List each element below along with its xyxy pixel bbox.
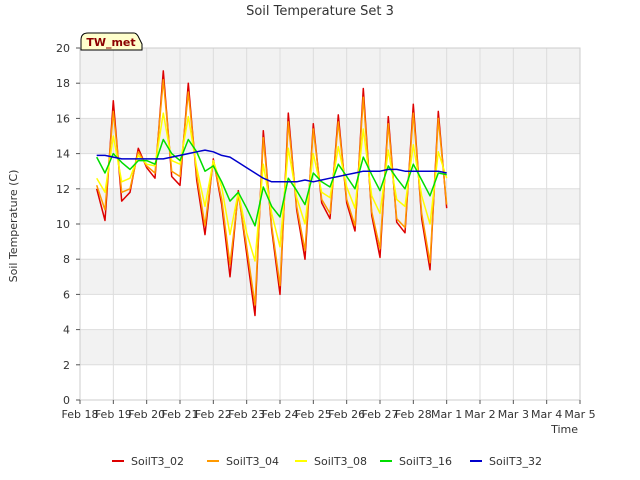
- x-tick-label: Feb 22: [195, 408, 232, 421]
- legend-label: SoilT3_16: [399, 455, 452, 468]
- plot-band: [80, 364, 580, 400]
- legend-item-soilt3_04: SoilT3_04: [207, 455, 279, 468]
- x-tick-label: Feb 20: [128, 408, 165, 421]
- plot-band: [80, 294, 580, 330]
- plot-area: [80, 48, 580, 400]
- x-tick-label: Mar 3: [498, 408, 529, 421]
- plot-band: [80, 259, 580, 295]
- plot-band: [80, 83, 580, 119]
- y-axis-ticks: 0 2 4 6 8 10 12 14 16 18 20: [56, 42, 80, 407]
- x-tick-label: Feb 26: [328, 408, 365, 421]
- x-tick-label: Feb 27: [362, 408, 399, 421]
- legend-label: SoilT3_08: [314, 455, 367, 468]
- legend-label: SoilT3_02: [131, 455, 184, 468]
- series-lines: [95, 70, 448, 317]
- y-tick-label: 6: [63, 288, 70, 301]
- y-tick-label: 8: [63, 253, 70, 266]
- y-axis-label: Soil Temperature (C): [7, 170, 20, 283]
- x-tick-label: Mar 2: [464, 408, 495, 421]
- station-badge: TW_met: [80, 32, 143, 51]
- legend-item-soilt3_08: SoilT3_08: [295, 455, 367, 468]
- y-tick-label: 16: [56, 112, 70, 125]
- legend: SoilT3_02 SoilT3_04 SoilT3_08 SoilT3_16 Soil…: [112, 455, 542, 468]
- y-tick-label: 4: [63, 324, 70, 337]
- y-tick-label: 0: [63, 394, 70, 407]
- y-tick-label: 14: [56, 148, 70, 161]
- series-line-soilt3_08: [96, 112, 448, 262]
- x-tick-label: Feb 19: [95, 408, 132, 421]
- y-tick-label: 20: [56, 42, 70, 55]
- y-tick-label: 2: [63, 359, 70, 372]
- legend-item-soilt3_02: SoilT3_02: [112, 455, 184, 468]
- x-tick-label: Mar 1: [431, 408, 462, 421]
- legend-label: SoilT3_04: [226, 455, 279, 468]
- legend-label: SoilT3_32: [489, 455, 542, 468]
- series-line-soilt3_32: [96, 149, 447, 183]
- x-tick-label: Feb 21: [162, 408, 199, 421]
- x-tick-label: Feb 28: [395, 408, 432, 421]
- x-tick-label: Feb 24: [262, 408, 299, 421]
- y-tick-label: 10: [56, 218, 70, 231]
- series-line-soilt3_04: [95, 78, 448, 306]
- y-tick-label: 18: [56, 77, 70, 90]
- x-tick-label: Mar 4: [531, 408, 562, 421]
- plot-band: [80, 48, 580, 84]
- legend-item-soilt3_32: SoilT3_32: [470, 455, 542, 468]
- x-tick-label: Mar 5: [564, 408, 595, 421]
- chart-title: Soil Temperature Set 3: [246, 4, 394, 19]
- x-tick-label: Feb 18: [62, 408, 99, 421]
- plot-band: [80, 329, 580, 365]
- x-axis-label: Time: [550, 423, 578, 436]
- y-tick-label: 12: [56, 183, 70, 196]
- x-tick-label: Feb 23: [228, 408, 265, 421]
- station-badge-box: [80, 32, 143, 51]
- plot-band: [80, 224, 580, 260]
- legend-item-soilt3_16: SoilT3_16: [380, 455, 452, 468]
- station-label: TW_met: [86, 36, 135, 49]
- series-line-soilt3_16: [96, 138, 447, 227]
- x-tick-label: Feb 25: [295, 408, 332, 421]
- plot-band: [80, 118, 580, 154]
